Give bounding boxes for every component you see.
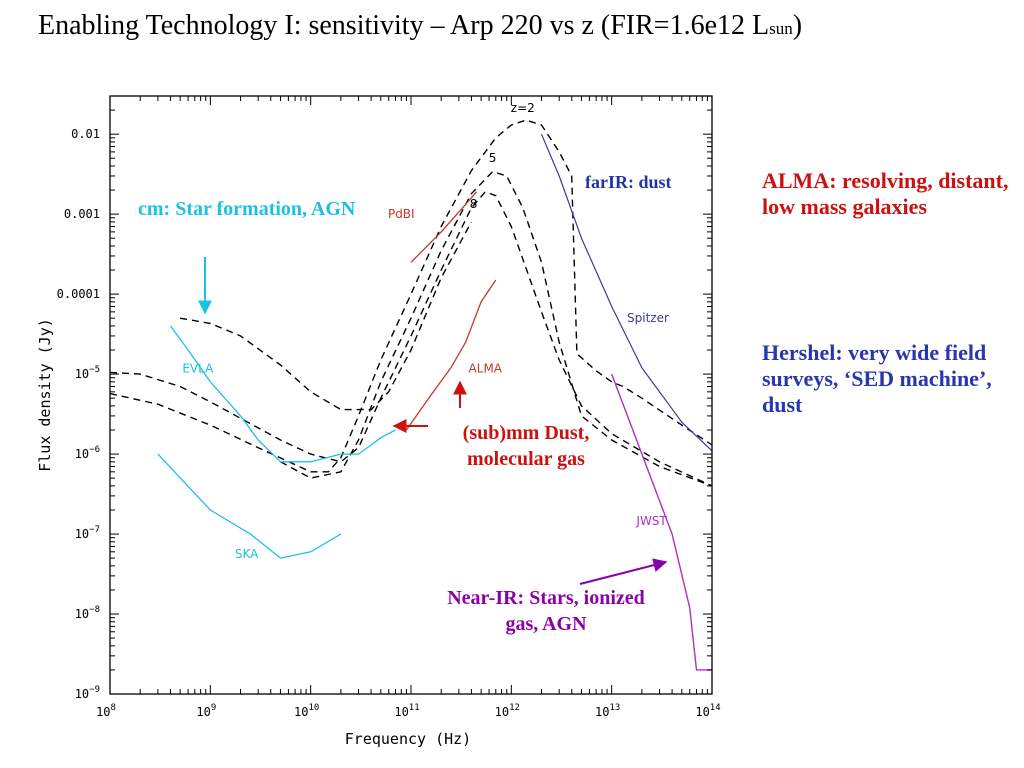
x-tick-label: 108 <box>96 703 116 719</box>
y-axis-label: Flux density (Jy) <box>36 318 54 472</box>
series-label-jwst: JWST <box>635 514 667 528</box>
series-line-pdbi <box>410 191 477 263</box>
slide-title: Enabling Technology I: sensitivity – Arp… <box>38 10 1008 42</box>
nearir-annotation: Near-IR: Stars, ionized gas, AGN <box>447 587 645 635</box>
y-tick-label: 10−9 <box>75 685 100 701</box>
alma-note: ALMA: resolving, distant, low mass galax… <box>762 168 1009 219</box>
nearir-arrow <box>579 558 668 585</box>
y-tick-label: 10−5 <box>75 365 100 381</box>
series-label-5: 5 <box>489 151 497 165</box>
herschel-note: Hershel: very wide field surveys, ‘SED m… <box>762 340 992 417</box>
submm-annotation: (sub)mm Dust, molecular gas <box>462 422 590 470</box>
series-label-spitzer: Spitzer <box>627 311 669 325</box>
slide-title-main: Enabling Technology I: sensitivity – Arp… <box>38 10 770 41</box>
y-tick-label: 0.01 <box>71 127 100 141</box>
series-line-5 <box>280 170 713 487</box>
series-line-unnamed-3 <box>179 221 473 411</box>
y-tick-label: 0.0001 <box>57 287 100 301</box>
series-label-evla: EVLA <box>182 361 214 375</box>
x-axis-label: Frequency (Hz) <box>345 730 471 748</box>
y-tick-label: 10−7 <box>75 525 100 541</box>
series-label-alma: ALMA <box>469 361 503 375</box>
x-tick-label: 1011 <box>394 703 419 719</box>
series-line-z-2 <box>109 119 713 473</box>
series-line-ska <box>157 453 342 559</box>
x-tick-label: 1010 <box>294 703 319 719</box>
series-line-jwst <box>611 373 712 671</box>
series-label-8: 8 <box>470 197 478 211</box>
series-line-spitzer <box>540 133 713 452</box>
slide-title-subscript: sun <box>769 19 793 38</box>
y-tick-label: 0.001 <box>64 207 100 221</box>
x-tick-label: 1014 <box>695 703 720 719</box>
y-tick-label: 10−8 <box>75 605 100 621</box>
x-tick-label: 109 <box>196 703 216 719</box>
cm-annotation: cm: Star formation, AGN <box>138 198 356 220</box>
farir-annotation: farIR: dust <box>583 169 674 195</box>
slide-title-end: ) <box>792 10 803 41</box>
x-tick-label: 1013 <box>595 703 620 719</box>
series-line-8 <box>109 191 713 487</box>
x-tick-label: 1012 <box>495 703 520 719</box>
series-label-z-2: z=2 <box>511 101 535 115</box>
y-tick-label: 10−6 <box>75 445 100 461</box>
series-label-ska: SKA <box>235 547 259 561</box>
series-label-pdbi: PdBI <box>388 207 415 221</box>
series-line-evla <box>169 325 396 463</box>
series-line-alma <box>405 279 497 431</box>
